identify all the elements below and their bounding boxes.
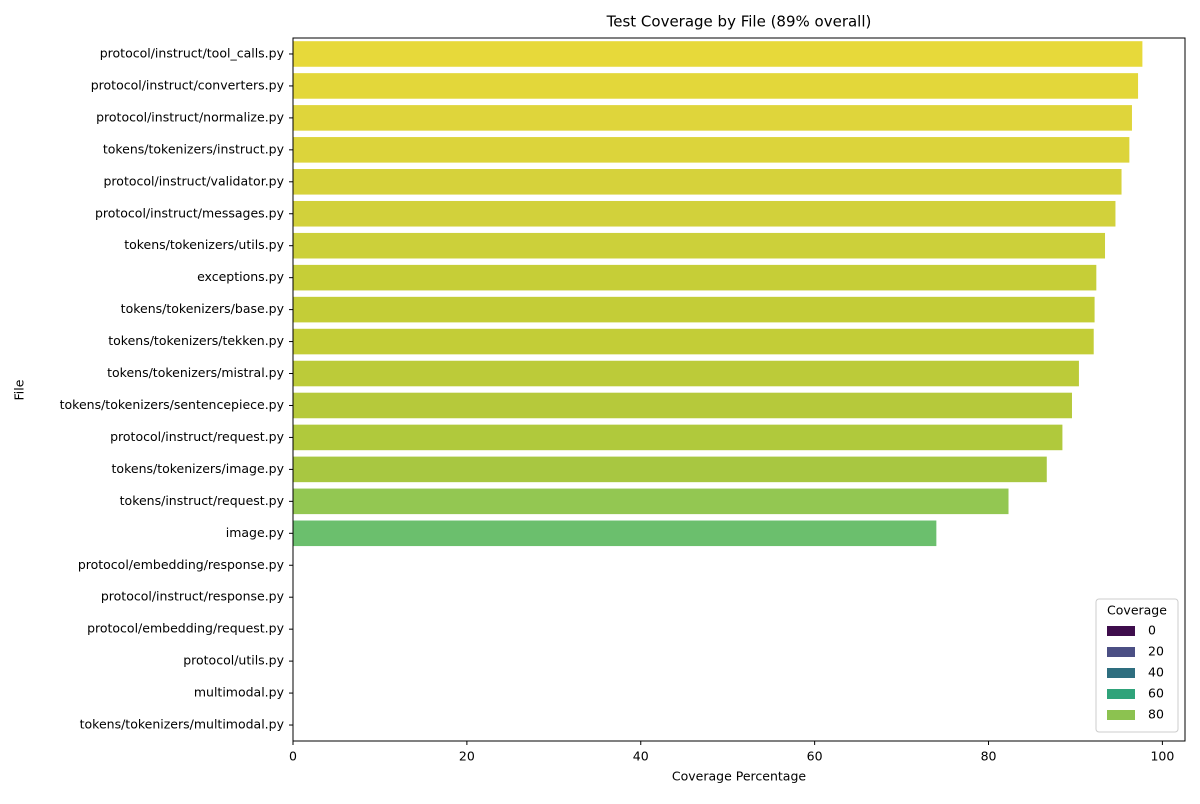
y-tick-label: protocol/instruct/request.py bbox=[110, 429, 284, 444]
bar bbox=[293, 73, 1139, 99]
bar bbox=[293, 264, 1097, 291]
x-tick-label: 40 bbox=[633, 749, 649, 764]
y-tick-label: tokens/tokenizers/base.py bbox=[121, 301, 285, 316]
x-tick-label: 20 bbox=[459, 749, 475, 764]
y-tick-label: protocol/instruct/tool_calls.py bbox=[100, 45, 285, 60]
bar bbox=[293, 520, 937, 547]
legend-swatch bbox=[1107, 710, 1135, 720]
legend-swatch bbox=[1107, 647, 1135, 657]
y-tick-label: multimodal.py bbox=[194, 685, 285, 700]
x-tick-label: 80 bbox=[981, 749, 997, 764]
legend-label: 60 bbox=[1148, 686, 1164, 701]
legend-label: 80 bbox=[1148, 707, 1164, 722]
legend: Coverage 0 20 40 60 80 bbox=[1095, 598, 1179, 733]
x-axis-label: Coverage Percentage bbox=[672, 769, 806, 784]
bar bbox=[293, 424, 1063, 451]
y-tick-label: tokens/tokenizers/instruct.py bbox=[103, 141, 285, 156]
y-tick-label: image.py bbox=[226, 525, 285, 540]
y-tick-label: tokens/tokenizers/mistral.py bbox=[107, 365, 284, 380]
y-tick-label: protocol/instruct/validator.py bbox=[104, 173, 285, 188]
y-tick-label: protocol/embedding/request.py bbox=[87, 621, 285, 636]
y-tick-label: protocol/instruct/response.py bbox=[101, 589, 285, 604]
legend-label: 0 bbox=[1148, 623, 1156, 638]
bar bbox=[293, 232, 1106, 259]
chart-title: Test Coverage by File (89% overall) bbox=[606, 13, 872, 31]
bar bbox=[293, 137, 1130, 163]
bar bbox=[293, 392, 1072, 419]
legend-label: 20 bbox=[1148, 644, 1164, 659]
bar bbox=[293, 488, 1009, 515]
bar bbox=[293, 105, 1132, 131]
plot-frame bbox=[292, 37, 1186, 742]
y-tick-label: tokens/tokenizers/tekken.py bbox=[108, 333, 284, 348]
bar bbox=[293, 360, 1079, 387]
y-tick-label: tokens/tokenizers/utils.py bbox=[124, 237, 284, 252]
legend-swatch bbox=[1107, 689, 1135, 699]
y-tick-label: protocol/instruct/normalize.py bbox=[96, 109, 284, 124]
bar bbox=[293, 456, 1047, 483]
bar bbox=[293, 169, 1122, 195]
x-tick-label: 0 bbox=[289, 749, 297, 764]
y-tick-label: protocol/utils.py bbox=[183, 653, 284, 668]
x-tick-label: 100 bbox=[1150, 749, 1174, 764]
bar bbox=[293, 296, 1095, 323]
y-tick-label: protocol/instruct/messages.py bbox=[95, 205, 285, 220]
bar bbox=[293, 200, 1116, 227]
y-tick-label: protocol/instruct/converters.py bbox=[91, 77, 285, 92]
y-tick-label: exceptions.py bbox=[197, 269, 285, 284]
y-tick-label: tokens/instruct/request.py bbox=[120, 493, 285, 508]
bar bbox=[293, 328, 1094, 355]
y-tick-label: tokens/tokenizers/sentencepiece.py bbox=[60, 397, 285, 412]
bar bbox=[293, 41, 1143, 67]
legend-label: 40 bbox=[1148, 665, 1164, 680]
y-axis-label: File bbox=[12, 379, 27, 400]
y-tick-label: tokens/tokenizers/image.py bbox=[112, 461, 285, 476]
y-tick-label: protocol/embedding/response.py bbox=[78, 557, 285, 572]
x-tick-label: 60 bbox=[807, 749, 823, 764]
legend-title: Coverage bbox=[1107, 603, 1167, 618]
y-tick-label: tokens/tokenizers/multimodal.py bbox=[80, 717, 285, 732]
legend-swatch bbox=[1107, 668, 1135, 678]
legend-swatch bbox=[1107, 626, 1135, 636]
